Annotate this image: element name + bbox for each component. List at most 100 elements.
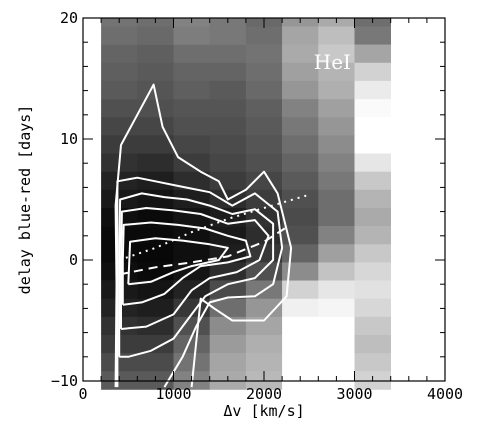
- heatmap-cell: [173, 153, 210, 172]
- heatmap-cell: [245, 353, 283, 372]
- heatmap-cell: [318, 244, 355, 263]
- contour-line: [116, 176, 284, 388]
- heatmap-cell: [282, 244, 319, 263]
- heatmap-cell: [101, 80, 138, 100]
- heatmap-cell: [318, 44, 355, 64]
- heatmap-cell: [137, 335, 174, 354]
- heatmap-cell: [318, 153, 355, 172]
- heatmap-cell: [282, 189, 319, 209]
- heatmap-cell: [318, 135, 355, 154]
- heatmap-cell: [173, 62, 210, 82]
- heatmap-cell: [173, 99, 210, 118]
- heatmap-cell: [209, 244, 247, 263]
- heatmap-cell: [318, 280, 355, 300]
- dotted-fit-line: [118, 193, 310, 261]
- fit-lines: [118, 193, 310, 276]
- x-tick-label: 4000: [427, 385, 463, 403]
- heatmap-cell: [245, 298, 283, 318]
- heatmap-cell: [137, 244, 174, 263]
- heatmap-cell: [209, 44, 247, 64]
- heatmap-cell: [354, 189, 391, 209]
- heatmap-cell: [354, 262, 391, 281]
- heatmap-cell: [318, 335, 355, 354]
- heatmap-cell: [282, 99, 319, 118]
- heatmap-cell: [318, 171, 355, 191]
- heatmap-cell: [354, 135, 391, 154]
- heatmap-cell: [137, 207, 174, 227]
- heatmap-cell: [173, 80, 210, 100]
- heatmap-cell: [282, 280, 319, 300]
- heatmap-cell: [282, 353, 319, 372]
- heatmap-cell: [318, 189, 355, 209]
- heatmap-cell: [101, 26, 138, 45]
- heatmap-cell: [245, 44, 283, 64]
- heatmap-cell: [318, 80, 355, 100]
- heatmap-cell: [173, 135, 210, 154]
- x-tick-label: 0: [78, 385, 87, 403]
- heatmap-cell: [282, 135, 319, 154]
- x-tick-label: 3000: [336, 385, 372, 403]
- heatmap-cell: [354, 226, 391, 245]
- dashed-fit-line: [119, 226, 288, 276]
- y-tick-label: 10: [60, 130, 78, 148]
- heatmap-cell: [282, 171, 319, 191]
- heatmap-cell: [209, 171, 247, 191]
- contour-line: [118, 192, 275, 358]
- heatmap-cell: [282, 316, 319, 336]
- heatmap-cell: [318, 316, 355, 336]
- panel-label: HeI: [314, 50, 351, 74]
- heatmap-cell: [209, 80, 247, 100]
- heatmap-cell: [173, 244, 210, 263]
- heatmap-cell: [282, 207, 319, 227]
- heatmap-cell: [245, 135, 283, 154]
- heatmap-cell: [354, 298, 391, 318]
- y-tick-label: 20: [60, 9, 78, 27]
- contour-line: [121, 221, 252, 306]
- heatmap-cell: [282, 44, 319, 64]
- heatmap-cell: [209, 26, 247, 45]
- heatmap-cell: [282, 117, 319, 136]
- heatmap-cell: [354, 353, 391, 372]
- heatmap-cell: [137, 153, 174, 172]
- heatmap-cell: [137, 99, 174, 118]
- heatmap-cell: [245, 99, 283, 118]
- heatmap-cell: [354, 44, 391, 64]
- x-axis-title: Δv [km/s]: [223, 402, 304, 420]
- heatmap-cell: [354, 153, 391, 172]
- contour-line: [114, 83, 293, 388]
- heatmap-cell: [282, 226, 319, 245]
- heatmap-cell: [318, 26, 355, 45]
- heatmap-cell: [209, 153, 247, 172]
- heatmap-cell: [354, 171, 391, 191]
- heatmap-cell: [137, 135, 174, 154]
- heatmap-cell: [101, 99, 138, 118]
- heatmap-cell: [137, 353, 174, 372]
- heatmap-cell: [282, 62, 319, 82]
- y-axis-title: delay blue-red [days]: [16, 105, 34, 295]
- heatmap-cell: [282, 335, 319, 354]
- y-tick-label: −10: [51, 372, 78, 390]
- heatmap-cell: [354, 99, 391, 118]
- contour-line: [127, 237, 229, 286]
- heatmap-cell: [245, 117, 283, 136]
- heatmap-cell: [318, 207, 355, 227]
- heatmap-cell: [101, 135, 138, 154]
- heatmap-cell: [209, 353, 247, 372]
- heatmap-cell: [282, 298, 319, 318]
- heatmap-cell: [282, 80, 319, 100]
- heatmap-cell: [209, 117, 247, 136]
- heatmap-cell: [137, 62, 174, 82]
- heatmap-cell: [354, 117, 391, 136]
- heatmap-cell: [354, 244, 391, 263]
- heatmap-cell: [318, 262, 355, 281]
- heatmap-cell: [209, 62, 247, 82]
- heatmap-cell: [318, 117, 355, 136]
- heatmap-cell: [173, 171, 210, 191]
- heatmap-cell: [209, 280, 247, 300]
- heatmap-cell: [137, 226, 174, 245]
- heatmap-cell: [354, 26, 391, 45]
- heatmap-cell: [101, 44, 138, 64]
- heatmap-cell: [318, 99, 355, 118]
